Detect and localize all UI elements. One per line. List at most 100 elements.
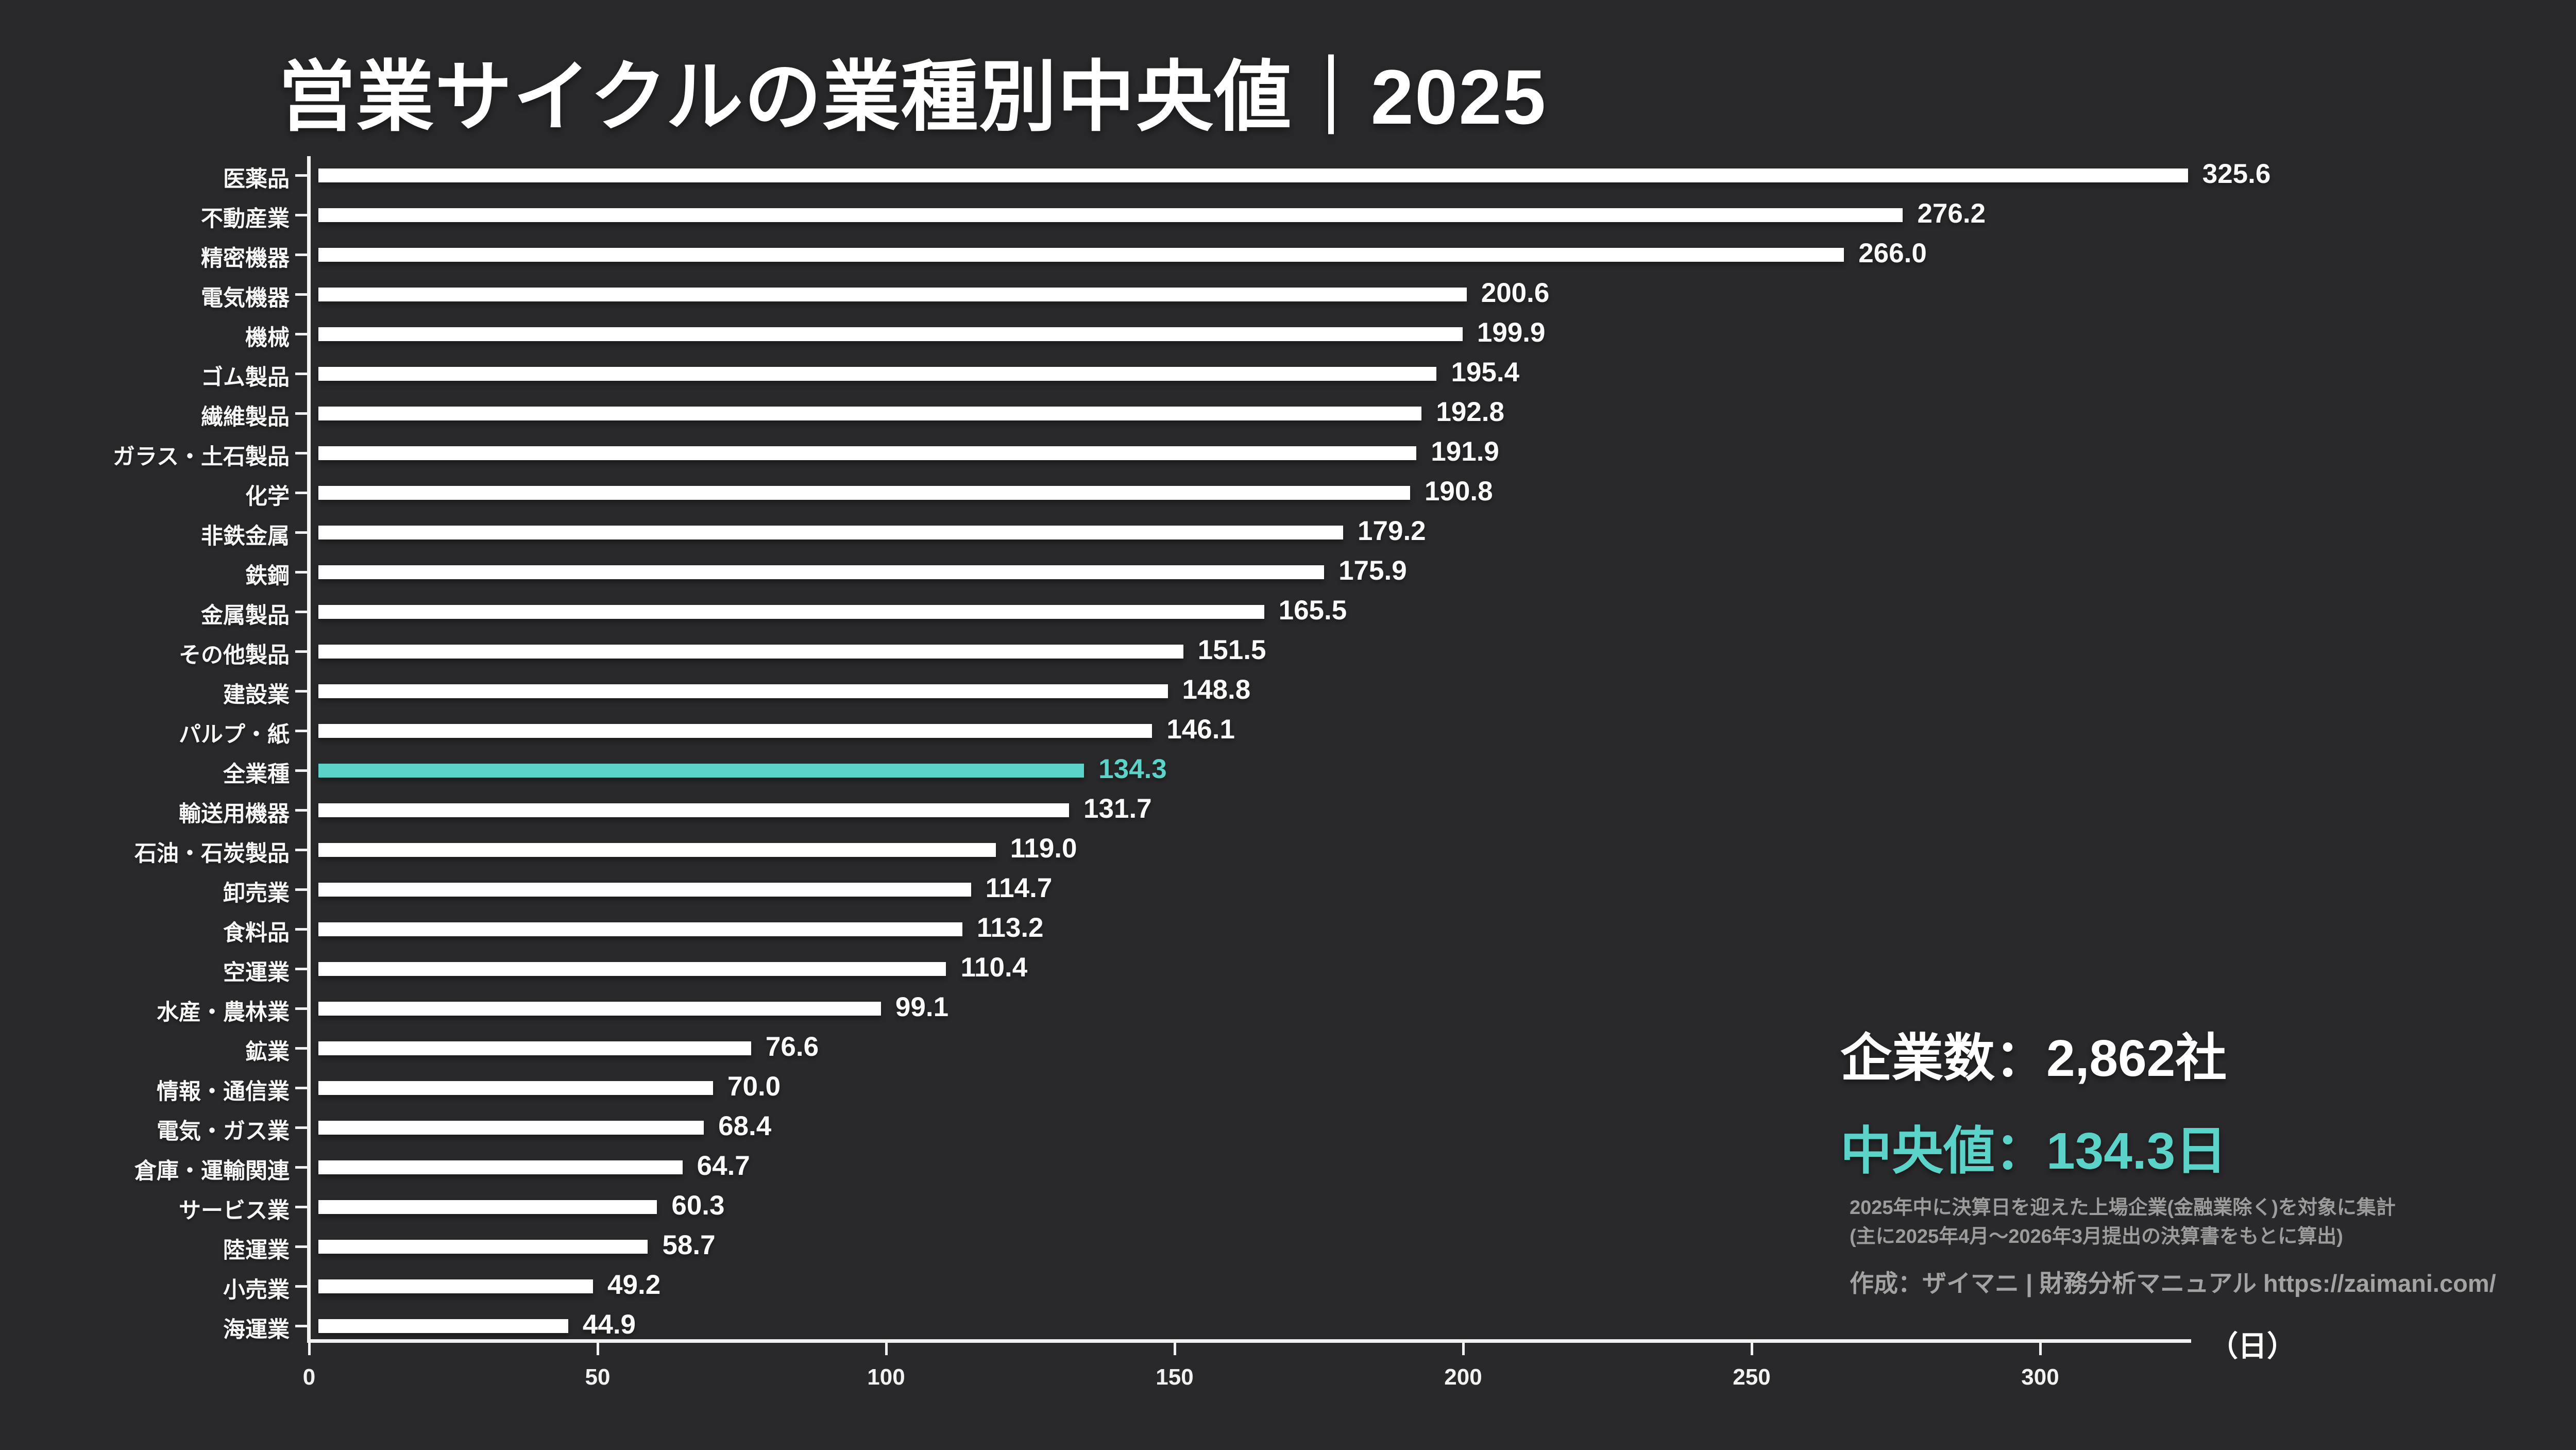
category-label: その他製品 (179, 643, 290, 668)
bar (318, 1041, 751, 1055)
bar (318, 208, 1903, 222)
category-label: 倉庫・運輸関連 (134, 1159, 290, 1184)
x-axis-tick-label: 250 (1733, 1364, 1771, 1390)
y-axis-tick (295, 531, 308, 534)
bar (318, 723, 1153, 738)
bar-value-label: 76.6 (765, 1032, 819, 1062)
bar (318, 247, 1844, 262)
bar (318, 446, 1417, 460)
category-label: 鉄鋼 (245, 564, 290, 588)
bar (318, 1120, 704, 1135)
bar (318, 287, 1467, 301)
y-axis-tick (295, 1087, 308, 1089)
bar-value-label: 325.6 (2202, 159, 2271, 189)
category-label: ガラス・土石製品 (112, 445, 290, 469)
x-axis-tick-label: 300 (2021, 1364, 2059, 1390)
y-axis-tick (295, 333, 308, 335)
y-axis-tick (295, 174, 308, 177)
x-axis-tick (597, 1343, 599, 1355)
bar-value-label: 64.7 (697, 1151, 750, 1181)
bar-value-label: 192.8 (1436, 397, 1504, 427)
y-axis-tick (295, 730, 308, 732)
x-axis-unit-label: （日） (2209, 1330, 2296, 1362)
y-axis-tick (295, 968, 308, 970)
y-axis-tick (295, 769, 308, 772)
category-label: 全業種 (223, 762, 290, 787)
y-axis-tick (295, 1047, 308, 1050)
bar-value-label: 165.5 (1278, 595, 1347, 626)
category-label: 非鉄金属 (201, 524, 290, 549)
bar (318, 485, 1410, 500)
bar (318, 803, 1070, 817)
footnote-line-2: (主に2025年4月～2026年3月提出の決算書をもとに算出) (1850, 1226, 2343, 1247)
x-axis-tick-label: 50 (585, 1364, 611, 1390)
bar-value-label: 146.1 (1166, 714, 1235, 745)
footnote-line-1: 2025年中に決算日を迎えた上場企業(金融業除く)を対象に集計 (1850, 1197, 2396, 1219)
category-label: 鉱業 (245, 1040, 290, 1065)
category-label: 建設業 (223, 683, 290, 707)
bar-value-label: 175.9 (1338, 555, 1407, 586)
category-label: 海運業 (223, 1318, 290, 1342)
y-axis-tick (295, 1206, 308, 1208)
category-label: 金属製品 (201, 603, 290, 628)
bar (318, 1160, 683, 1174)
x-axis-tick (1174, 1343, 1176, 1355)
bar-value-label: 195.4 (1451, 357, 1520, 387)
category-label: 食料品 (223, 921, 290, 946)
bar-value-label: 68.4 (718, 1111, 772, 1141)
bar (318, 168, 2188, 182)
bar-value-label: 113.2 (976, 913, 1044, 943)
category-label: サービス業 (179, 1199, 290, 1223)
bar-value-label: 114.7 (985, 873, 1053, 903)
category-label: 石油・石炭製品 (134, 841, 290, 866)
bar-value-label: 199.9 (1477, 317, 1546, 348)
bar-highlight (318, 763, 1084, 778)
category-label: 輸送用機器 (179, 802, 290, 827)
x-axis-line (307, 1339, 2191, 1343)
category-label: 空運業 (223, 960, 290, 985)
bar (318, 1279, 594, 1293)
category-label: 卸売業 (223, 881, 290, 906)
category-label: ゴム製品 (201, 365, 290, 390)
x-axis-tick (308, 1343, 311, 1355)
bar (318, 525, 1344, 539)
bar (318, 1200, 657, 1214)
bar-value-label: 179.2 (1358, 516, 1426, 546)
bar-value-label: 58.7 (662, 1230, 716, 1260)
y-axis-line (307, 156, 311, 1343)
chart-title: 営業サイクルの業種別中央値｜2025 (278, 54, 1547, 140)
category-label: 情報・通信業 (157, 1080, 290, 1104)
x-axis-tick-label: 150 (1156, 1364, 1194, 1390)
y-axis-tick (295, 690, 308, 693)
category-label: パルプ・紙 (179, 722, 290, 747)
stat-median: 中央値：134.3日 (1840, 1122, 2227, 1180)
bar (318, 1319, 568, 1333)
y-axis-tick (295, 452, 308, 454)
y-axis-tick (295, 373, 308, 375)
bar-value-label: 60.3 (671, 1190, 725, 1221)
bar-value-label: 151.5 (1197, 635, 1266, 665)
bar (318, 604, 1264, 619)
bar (318, 684, 1168, 698)
credit-line: 作成：ザイマニ | 財務分析マニュアル https://zaimani.com/ (1850, 1270, 2496, 1297)
bar (318, 882, 971, 897)
bar (318, 406, 1422, 420)
y-axis-tick (295, 1166, 308, 1169)
y-axis-tick (295, 809, 308, 812)
category-label: 精密機器 (201, 246, 290, 271)
y-axis-tick (295, 849, 308, 851)
bar (318, 1239, 648, 1254)
x-axis-tick (1462, 1343, 1465, 1355)
x-axis-tick-label: 200 (1444, 1364, 1482, 1390)
category-label: 小売業 (223, 1278, 290, 1303)
category-label: 水産・農林業 (157, 1000, 290, 1025)
y-axis-tick (295, 1245, 308, 1248)
bar (318, 922, 962, 936)
x-axis-tick-label: 100 (867, 1364, 905, 1390)
bar-value-label: 119.0 (1010, 833, 1077, 864)
bar-value-label: 44.9 (582, 1309, 636, 1340)
y-axis-tick (295, 1007, 308, 1010)
category-label: 電気機器 (201, 286, 290, 311)
y-axis-tick (295, 650, 308, 653)
